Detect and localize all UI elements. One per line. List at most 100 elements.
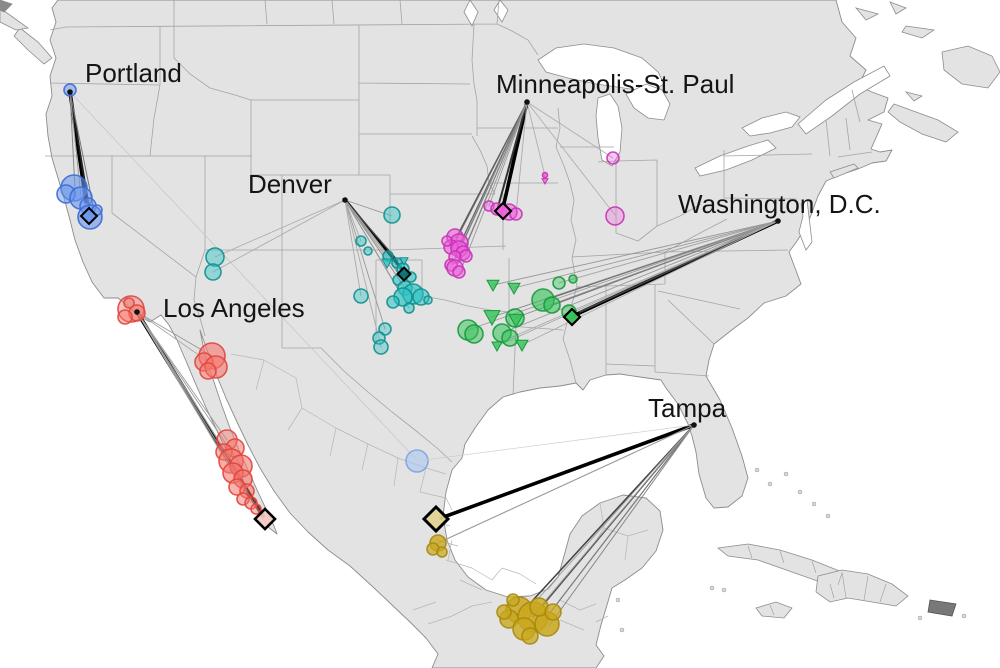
connection-line <box>214 199 346 258</box>
connection-line <box>136 311 242 467</box>
city-group-washington-dc: Washington, D.C. <box>457 189 881 353</box>
origin-point <box>506 593 520 607</box>
origin-point <box>509 207 523 221</box>
connection-line <box>488 101 528 207</box>
connection-line <box>344 199 362 297</box>
origin-point <box>123 297 135 309</box>
city-label-portland: Portland <box>85 58 182 88</box>
city-label-washington-dc: Washington, D.C. <box>678 189 881 219</box>
centroid-diamond-los-angeles <box>253 507 277 531</box>
connection-line <box>439 423 696 520</box>
connection-line <box>416 424 695 462</box>
connection-line <box>451 101 528 249</box>
small-cays <box>615 467 967 633</box>
origin-point <box>452 265 466 279</box>
city-label-denver: Denver <box>248 169 332 199</box>
city-group-los-angeles: Los Angeles <box>117 293 305 531</box>
city-anchor-dot <box>691 422 697 428</box>
centroid-diamond-minneapolis-st-paul <box>493 201 513 221</box>
origin-point <box>552 276 566 290</box>
connection-line <box>492 220 779 286</box>
origin-point <box>606 151 620 165</box>
connection-line <box>542 424 695 623</box>
centroid-diamond-tampa <box>421 504 451 534</box>
connection-line <box>459 101 528 273</box>
origin-point-triangle <box>508 313 524 329</box>
connection-line <box>522 424 695 612</box>
origin-point <box>496 604 512 620</box>
jamaica <box>755 601 793 619</box>
connection-line <box>344 199 382 348</box>
connection-line <box>518 424 695 621</box>
origin-point <box>205 247 225 267</box>
centroid-diamond-washington-dc <box>562 307 582 327</box>
connection-line <box>526 101 546 177</box>
city-group-tampa: Tampa <box>416 393 727 645</box>
great-lakes <box>463 0 891 251</box>
origin-point <box>521 627 539 645</box>
city-group-portland: Portland <box>56 58 429 473</box>
state-borders <box>45 0 873 463</box>
connection-line <box>538 424 695 609</box>
connection-line <box>344 199 362 242</box>
connection-line <box>521 220 779 346</box>
city-label-los-angeles: Los Angeles <box>163 293 305 323</box>
origin-point-triangle <box>541 178 549 186</box>
origin-point-triangle <box>515 339 529 353</box>
hispaniola <box>815 569 909 607</box>
origin-point-triangle <box>483 310 501 327</box>
origin-point <box>204 263 222 281</box>
origin-point <box>355 235 367 247</box>
vancouver-island <box>13 27 53 65</box>
city-group-minneapolis-st-paul: Minneapolis-St. Paul <box>441 69 734 279</box>
origin-point-triangle <box>381 258 393 270</box>
origin-point <box>199 362 217 380</box>
city-anchor-dot <box>134 309 140 315</box>
origin-point <box>386 295 400 309</box>
data-overlay: Portland Denver Minneapolis-St. Paul Washin… <box>56 58 881 645</box>
origin-point <box>403 302 415 314</box>
centroid-diamond-denver <box>396 266 412 282</box>
origin-point-triangle <box>486 279 500 293</box>
connection-line <box>572 220 779 280</box>
connection-line <box>501 220 779 334</box>
origin-point-triangle <box>491 341 503 353</box>
connection-line <box>526 101 616 216</box>
origin-point <box>250 503 262 515</box>
origin-point <box>373 339 389 355</box>
connection-line <box>515 101 528 215</box>
origin-point <box>441 235 453 247</box>
island-borders <box>747 545 887 616</box>
city-group-denver: Denver <box>204 169 433 355</box>
origin-point <box>605 206 625 226</box>
origin-point-triangle <box>399 257 409 267</box>
origin-point <box>544 603 562 621</box>
origin-point <box>423 295 433 305</box>
city-label-tampa: Tampa <box>648 393 727 423</box>
connection-line <box>497 101 528 208</box>
origin-point <box>568 274 578 284</box>
connection-line <box>69 91 416 459</box>
newfoundland <box>941 45 1000 89</box>
origin-point <box>412 288 430 306</box>
origin-point <box>501 329 519 347</box>
origin-point <box>436 546 448 558</box>
connection-line <box>437 424 695 544</box>
connection-line <box>496 220 779 347</box>
city-anchor-dot <box>524 99 530 105</box>
connection-line <box>69 91 76 190</box>
islands <box>0 0 1000 619</box>
city-anchor-dot <box>67 89 73 95</box>
long-island <box>829 163 859 179</box>
city-label-minneapolis-st-paul: Minneapolis-St. Paul <box>496 69 734 99</box>
connection-line <box>548 424 695 627</box>
connection-line <box>526 101 614 159</box>
origin-point <box>372 331 386 345</box>
origin-point <box>353 288 369 304</box>
origin-point <box>363 246 373 256</box>
origin-point <box>541 171 549 179</box>
connection-line <box>344 199 386 330</box>
connection-line <box>344 199 406 289</box>
origin-point <box>543 296 561 314</box>
